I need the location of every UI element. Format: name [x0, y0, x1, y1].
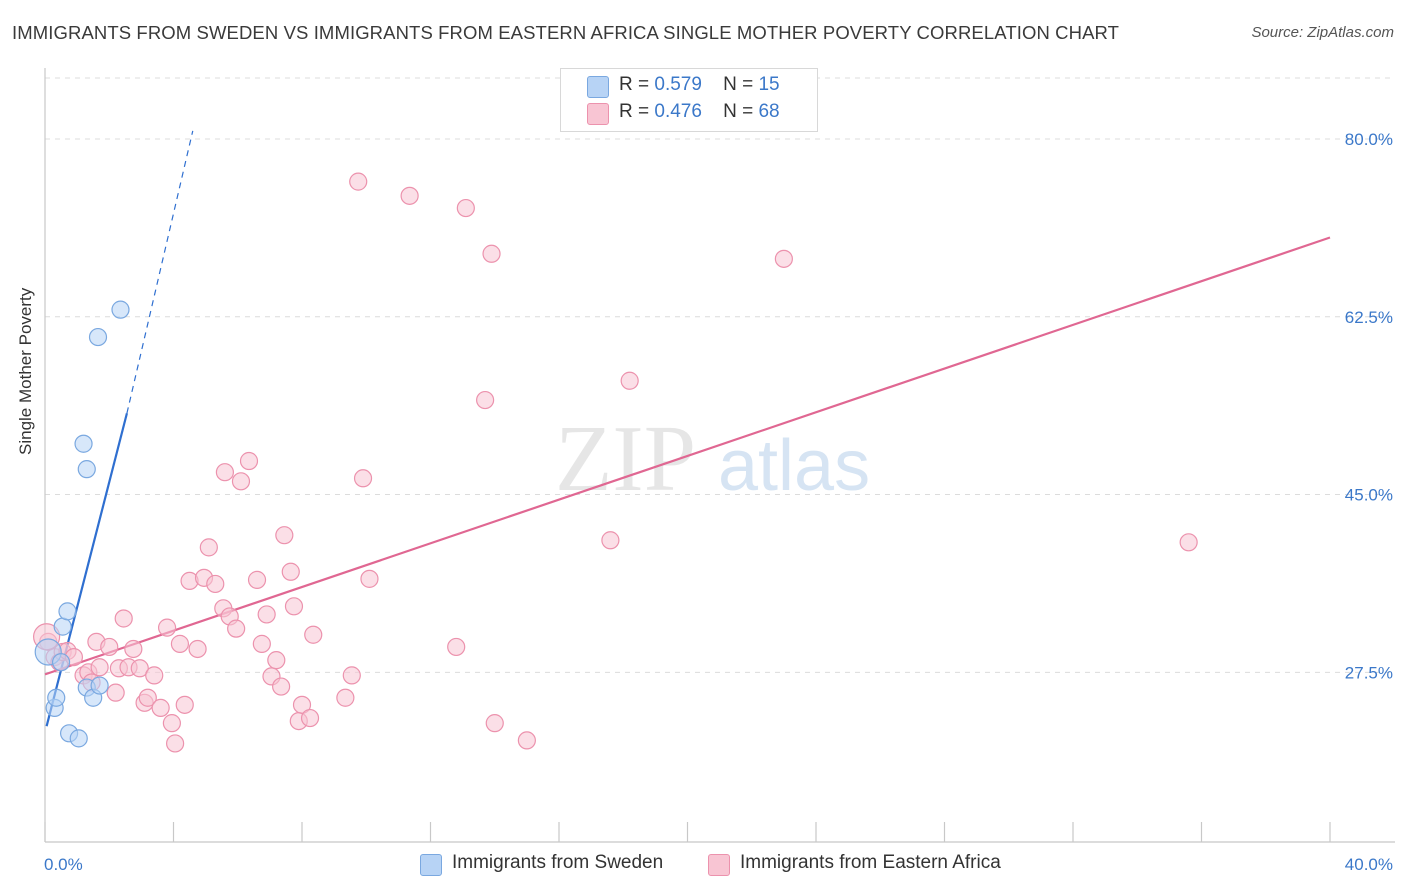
data-point-eafrica [304, 625, 323, 644]
correlation-legend: R = 0.579 N = 15 R = 0.476 N = 68 [560, 68, 818, 132]
y-tick-label: 62.5% [1345, 308, 1393, 327]
data-point-eafrica [145, 666, 164, 685]
data-point-sweden [90, 676, 109, 695]
data-point-eafrica [447, 637, 466, 657]
data-point-eafrica [336, 688, 355, 707]
y-tick-label: 45.0% [1345, 486, 1393, 505]
data-point-eafrica [272, 677, 291, 696]
data-point-eafrica [360, 569, 379, 588]
data-point-sweden [53, 617, 72, 636]
y-tick-label: 27.5% [1345, 663, 1393, 682]
watermark: ZIP atlas [555, 407, 870, 511]
data-point-eafrica [485, 714, 504, 733]
gridlines [45, 77, 1395, 673]
data-point-eafrica [231, 472, 251, 491]
source-label: Source: ZipAtlas.com [1251, 24, 1394, 41]
data-point-eafrica [517, 731, 536, 750]
data-point-eafrica [620, 371, 639, 390]
data-point-eafrica [456, 198, 475, 218]
data-point-eafrica [188, 639, 207, 659]
legend-text-sweden: R = 0.579 N = 15 [619, 74, 780, 96]
data-point-sweden [47, 688, 66, 707]
sweden-swatch [587, 76, 609, 98]
watermark-atlas: atlas [718, 426, 870, 506]
data-point-eafrica [342, 666, 361, 685]
data-point-eafrica [300, 708, 320, 728]
trend-line-eafrica [44, 236, 1331, 676]
data-point-sweden [69, 729, 88, 748]
data-point-eafrica [247, 570, 267, 589]
data-point-eafrica [166, 734, 185, 753]
data-point-sweden [74, 434, 93, 453]
data-point-eafrica [267, 651, 286, 670]
data-point-eafrica [400, 186, 419, 205]
x-tick-label: 40.0% [1345, 855, 1393, 874]
legend-text-eafrica: R = 0.476 N = 68 [619, 101, 780, 123]
trend-lines [44, 130, 1331, 727]
data-point-eafrica [774, 249, 793, 268]
data-point-eafrica [284, 597, 304, 616]
data-point-sweden [111, 300, 130, 319]
trend-line-sweden [45, 412, 128, 727]
sweden-n-value: 15 [758, 74, 780, 95]
sweden-swatch [420, 854, 442, 876]
data-point-eafrica [257, 605, 276, 624]
data-points [33, 172, 1198, 753]
y-axis-label: Single Mother Poverty [16, 287, 35, 455]
axes [44, 68, 1395, 843]
data-point-eafrica [206, 574, 225, 594]
data-point-eafrica [215, 463, 234, 482]
data-point-eafrica [476, 390, 495, 410]
sweden-r-value: 0.579 [654, 74, 702, 95]
eafrica-n-value: 68 [758, 101, 780, 122]
r-label: R = [619, 74, 650, 95]
data-point-eafrica [170, 634, 190, 653]
data-point-eafrica [175, 695, 194, 714]
chart-title: IMMIGRANTS FROM SWEDEN VS IMMIGRANTS FRO… [12, 22, 1120, 43]
data-point-sweden [88, 327, 108, 347]
data-point-eafrica [252, 634, 271, 653]
n-label: N = [723, 74, 754, 95]
data-point-eafrica [353, 469, 373, 488]
data-point-eafrica [90, 658, 109, 677]
data-point-eafrica [292, 695, 312, 714]
y-tick-label: 80.0% [1345, 130, 1393, 149]
legend-label-sweden: Immigrants from Sweden [452, 852, 664, 873]
data-point-eafrica [162, 714, 181, 733]
eafrica-r-value: 0.476 [654, 101, 702, 122]
data-point-eafrica [124, 639, 143, 659]
data-point-eafrica [239, 451, 259, 471]
data-point-eafrica [349, 172, 368, 191]
n-label: N = [723, 101, 754, 122]
data-point-eafrica [275, 526, 294, 545]
data-point-eafrica [138, 688, 157, 707]
tick-labels: 27.5% 45.0% 62.5% 80.0% 0.0% 40.0% [44, 130, 1393, 874]
data-point-eafrica [151, 698, 170, 717]
data-point-eafrica [130, 659, 149, 678]
eafrica-swatch [587, 103, 609, 125]
r-label: R = [619, 101, 650, 122]
data-point-eafrica [281, 562, 300, 581]
data-point-sweden [51, 653, 71, 672]
data-point-sweden [77, 460, 96, 479]
data-point-eafrica [227, 619, 246, 638]
legend-label-eafrica: Immigrants from Eastern Africa [740, 852, 1001, 873]
data-point-eafrica [100, 637, 119, 657]
data-point-eafrica [157, 618, 177, 637]
eafrica-swatch [708, 854, 730, 876]
watermark-zip: ZIP [555, 407, 696, 511]
data-point-eafrica [106, 683, 125, 702]
data-point-eafrica [199, 538, 218, 557]
x-tick-label: 0.0% [44, 855, 83, 874]
data-point-sweden [58, 602, 77, 621]
data-point-eafrica [114, 609, 133, 628]
data-point-eafrica [1179, 533, 1198, 552]
data-point-eafrica [482, 244, 501, 263]
trend-line-extension-sweden [126, 130, 194, 414]
data-point-eafrica [601, 531, 620, 550]
